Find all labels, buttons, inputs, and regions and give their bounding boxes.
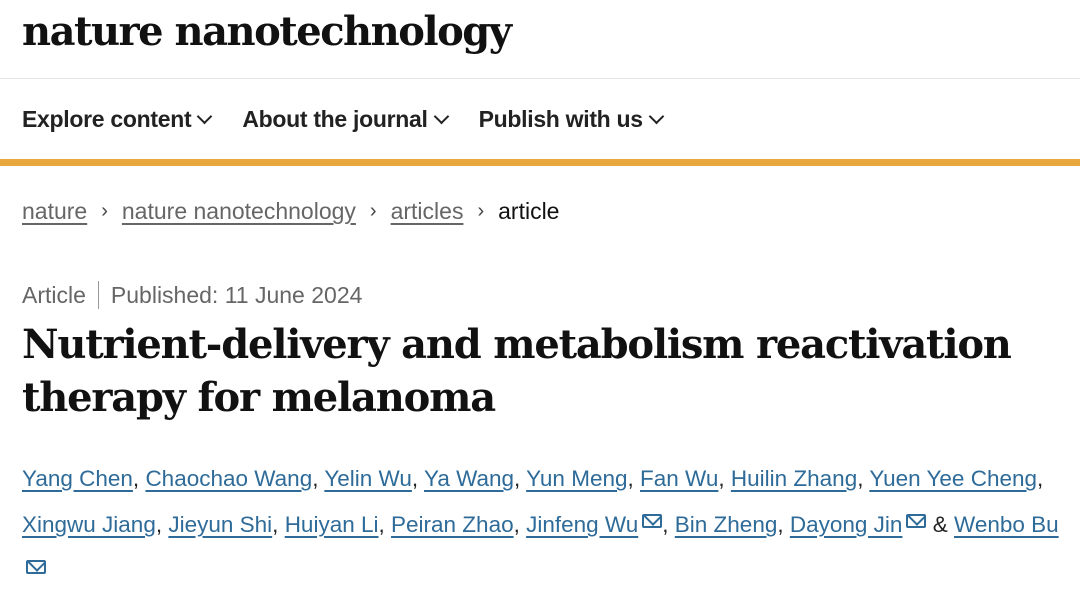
article-type: Article	[22, 281, 86, 308]
main-nav: Explore content About the journal Publis…	[22, 106, 666, 133]
breadcrumb-separator: ›	[477, 200, 485, 222]
author-link[interactable]: Ya Wang	[424, 466, 515, 491]
breadcrumb-articles[interactable]: articles	[390, 198, 464, 224]
breadcrumb: nature › nature nanotechnology › article…	[22, 198, 559, 225]
nav-label: Explore content	[22, 106, 192, 132]
author-link[interactable]: Jinfeng Wu	[526, 512, 639, 537]
nav-label: Publish with us	[478, 106, 643, 132]
journal-logo[interactable]: nature nanotechnology	[22, 8, 512, 55]
author-link[interactable]: Xingwu Jiang	[22, 512, 156, 537]
nav-publish-with-us[interactable]: Publish with us	[479, 106, 666, 133]
breadcrumb-separator: ›	[101, 200, 108, 222]
article-meta: Article Published: 11 June 2024	[22, 281, 362, 309]
author-link[interactable]: Dayong Jin	[789, 512, 903, 537]
author-joiner: &	[932, 512, 948, 537]
author-link[interactable]: Fan Wu	[640, 466, 719, 491]
author-link[interactable]: Huilin Zhang	[730, 466, 858, 491]
accent-bar	[0, 159, 1080, 166]
nav-label: About the journal	[242, 106, 428, 132]
published-date: Published: 11 June 2024	[110, 281, 363, 308]
article-title: Nutrient-delivery and metabolism reactiv…	[22, 321, 1012, 421]
author-link[interactable]: Yuen Yee Cheng	[869, 466, 1038, 491]
header-divider	[0, 78, 1080, 79]
chevron-down-icon	[648, 108, 665, 125]
breadcrumb-separator: ›	[369, 200, 377, 222]
author-link[interactable]: Wenbo Bu	[954, 512, 1059, 537]
email-icon[interactable]	[642, 514, 663, 528]
chevron-down-icon	[433, 108, 449, 125]
author-list: Yang Chen, Chaochao Wang, Yelin Wu, Ya W…	[22, 456, 1062, 594]
email-icon[interactable]	[906, 514, 927, 528]
author-link[interactable]: Jieyun Shi	[168, 512, 273, 537]
email-icon[interactable]	[26, 560, 46, 574]
author-link[interactable]: Yelin Wu	[324, 466, 412, 491]
chevron-down-icon	[197, 108, 213, 125]
breadcrumb-nature[interactable]: nature	[22, 198, 88, 224]
nav-about-journal[interactable]: About the journal	[242, 106, 450, 133]
author-link[interactable]: Bin Zheng	[674, 512, 778, 537]
author-link[interactable]: Chaochao Wang	[145, 466, 313, 491]
nav-explore-content[interactable]: Explore content	[22, 106, 214, 133]
meta-divider	[97, 281, 99, 309]
breadcrumb-nature-nanotechnology[interactable]: nature nanotechnology	[121, 198, 356, 224]
author-link[interactable]: Yang Chen	[22, 466, 133, 491]
breadcrumb-current: article	[498, 198, 560, 224]
author-link[interactable]: Yun Meng	[526, 466, 628, 491]
author-link[interactable]: Peiran Zhao	[391, 512, 514, 537]
author-link[interactable]: Huiyan Li	[284, 512, 379, 537]
